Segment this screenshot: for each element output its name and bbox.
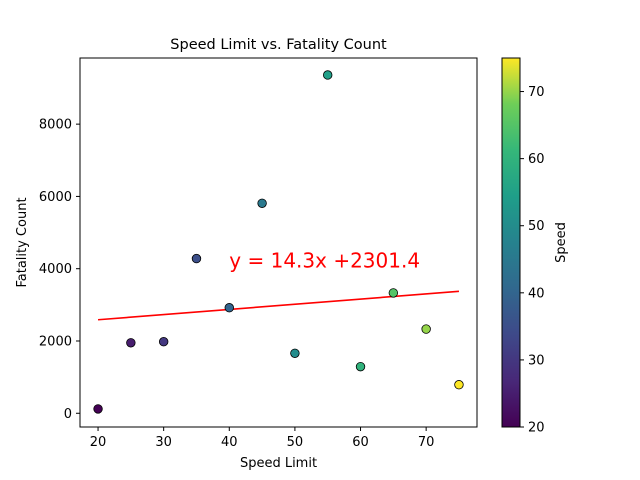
chart-title: Speed Limit vs. Fatality Count xyxy=(170,37,387,53)
data-point xyxy=(158,337,169,347)
data-point xyxy=(421,324,431,334)
data-point xyxy=(388,288,399,298)
plot-frame xyxy=(79,57,478,428)
data-point xyxy=(290,348,300,358)
regression-equation: y = 14.3x +2301.4 xyxy=(229,248,420,272)
x-axis: 20 30 40 50 60 70 xyxy=(90,427,435,450)
data-point xyxy=(454,380,464,390)
colorbar-tick-label: 70 xyxy=(528,85,545,100)
colorbar-ticks: 20 30 40 50 60 70 xyxy=(520,85,545,436)
y-tick-label: 2000 xyxy=(39,334,72,349)
data-point xyxy=(93,404,103,414)
colorbar-label: Speed xyxy=(554,222,569,263)
regression-line xyxy=(97,290,460,321)
x-tick-label: 30 xyxy=(155,435,172,450)
colorbar-tick-label: 40 xyxy=(528,286,545,301)
colorbar-tick-label: 20 xyxy=(528,421,545,436)
y-tick-label: 0 xyxy=(64,407,72,422)
data-point xyxy=(355,361,366,372)
data-point xyxy=(224,303,234,313)
colorbar-tick-label: 50 xyxy=(528,219,545,234)
x-tick-label: 70 xyxy=(418,435,435,450)
data-point xyxy=(191,253,202,264)
y-tick-label: 8000 xyxy=(39,118,72,133)
colorbar-tick-label: 60 xyxy=(528,152,545,167)
x-tick-label: 60 xyxy=(352,435,369,450)
y-tick-label: 6000 xyxy=(39,190,72,205)
y-axis: 0 2000 4000 6000 8000 xyxy=(39,118,80,422)
x-tick-label: 20 xyxy=(90,435,107,450)
y-axis-label: Fatality Count xyxy=(15,197,30,287)
data-point xyxy=(323,70,333,80)
y-tick-label: 4000 xyxy=(39,262,72,277)
x-axis-label: Speed Limit xyxy=(240,456,317,471)
data-point xyxy=(126,338,136,348)
x-tick-label: 40 xyxy=(221,435,238,450)
colorbar-gradient xyxy=(501,57,521,428)
colorbar-tick-label: 30 xyxy=(528,353,545,368)
plot-area: y = 14.3x +2301.4 xyxy=(93,70,464,414)
x-tick-label: 50 xyxy=(287,435,304,450)
colorbar xyxy=(501,57,521,428)
data-point xyxy=(257,198,267,208)
